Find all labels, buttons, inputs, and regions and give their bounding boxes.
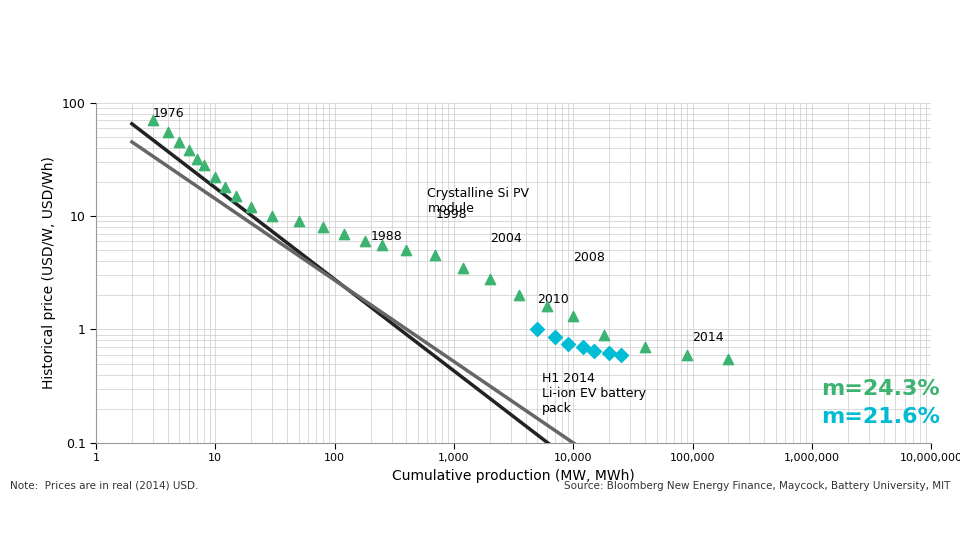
Point [511,291,526,300]
X-axis label: Cumulative production (MW, MWh): Cumulative production (MW, MWh) [393,469,635,483]
Text: 1988: 1988 [371,230,402,243]
Text: H1 2014
Li-ion EV battery
pack: H1 2014 Li-ion EV battery pack [542,372,646,415]
Point [172,138,187,146]
Point [336,230,351,238]
Point [217,183,232,191]
Point [160,128,176,137]
Text: 2004: 2004 [490,232,521,246]
Text: 1: 1 [930,514,941,529]
Text: 1998: 1998 [436,208,468,221]
Point [244,202,259,211]
Point [265,212,280,220]
Point [482,274,497,283]
Text: Source: Bloomberg New Energy Finance, Maycock, Battery University, MIT: Source: Bloomberg New Energy Finance, Ma… [564,481,950,491]
Text: 2014: 2014 [692,330,724,343]
Text: Michael  Liebreich,  New York,  14 April  2015: Michael Liebreich, New York, 14 April 20… [19,514,407,529]
Point [637,343,653,352]
Point [613,350,629,359]
Text: 1976: 1976 [153,107,184,120]
Text: 2010: 2010 [538,293,569,306]
Point [228,192,244,200]
Text: m=24.3%: m=24.3% [822,379,940,399]
Text: Crystalline Si PV
module: Crystalline Si PV module [427,187,530,215]
Text: 2008: 2008 [573,251,605,264]
Point [721,355,736,363]
Text: @MLiebreich: @MLiebreich [425,514,535,529]
Point [602,349,617,357]
Point [196,161,211,170]
Point [207,173,223,181]
Point [596,330,612,339]
Point [145,116,160,125]
Text: Note:  Prices are in real (2014) USD.: Note: Prices are in real (2014) USD. [10,481,198,491]
Text: #BNEFSummit: #BNEFSummit [686,514,811,529]
Point [560,339,575,348]
Text: m=21.6%: m=21.6% [822,407,941,427]
Point [291,217,306,226]
Point [575,343,590,352]
Point [398,246,414,254]
Point [374,241,390,250]
Point [565,312,581,321]
Text: Bloomberg: Bloomberg [810,27,947,47]
Point [428,251,444,260]
Text: LITHIUM-ION EV BATTERY EXPERIENCE CURVE: LITHIUM-ION EV BATTERY EXPERIENCE CURVE [21,24,520,44]
Point [189,154,204,163]
Point [680,350,695,359]
Point [587,346,602,355]
Point [357,237,372,246]
Point [530,325,545,334]
Point [547,333,563,342]
Y-axis label: Historical price (USD/W, USD/Wh): Historical price (USD/W, USD/Wh) [42,156,56,389]
Point [316,222,331,231]
Text: COMPARED WITH SOLAR PV EXPERIENCE CURVE: COMPARED WITH SOLAR PV EXPERIENCE CURVE [21,63,545,83]
Point [540,302,555,310]
Point [456,264,471,272]
Text: NEW ENERGY FINANCE: NEW ENERGY FINANCE [835,68,947,78]
Point [181,146,197,154]
